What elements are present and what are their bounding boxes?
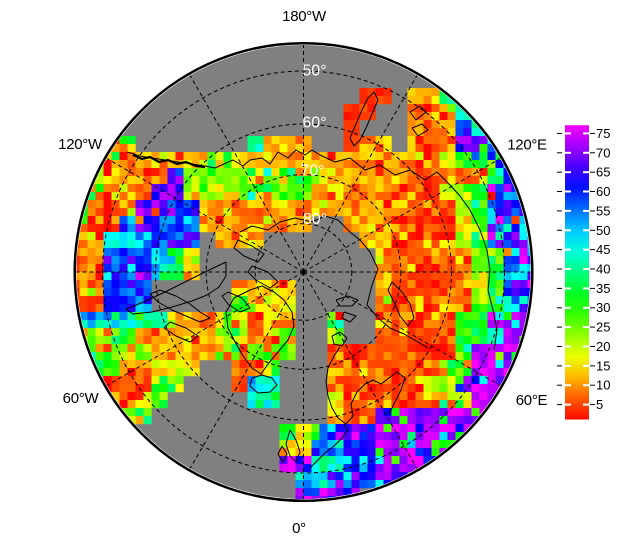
svg-text:120°E: 120°E: [507, 137, 547, 154]
svg-text:60°: 60°: [302, 115, 326, 132]
svg-text:20: 20: [596, 339, 610, 354]
svg-text:50°: 50°: [302, 63, 326, 80]
svg-text:55: 55: [596, 203, 610, 218]
svg-text:25: 25: [596, 320, 610, 335]
svg-text:75: 75: [596, 126, 610, 141]
svg-text:45: 45: [596, 242, 610, 257]
svg-text:80°: 80°: [303, 211, 327, 228]
svg-text:60°W: 60°W: [63, 390, 100, 407]
svg-text:70: 70: [596, 145, 610, 160]
svg-text:50: 50: [596, 223, 610, 238]
svg-text:40: 40: [596, 262, 610, 277]
svg-text:15: 15: [596, 358, 610, 373]
svg-text:180°W: 180°W: [282, 8, 327, 25]
svg-text:5: 5: [596, 397, 603, 412]
svg-text:35: 35: [596, 281, 610, 296]
svg-text:70°: 70°: [300, 163, 324, 180]
svg-text:120°W: 120°W: [58, 136, 103, 153]
svg-text:65: 65: [596, 165, 610, 180]
svg-text:30: 30: [596, 300, 610, 315]
svg-text:60°E: 60°E: [516, 392, 548, 409]
svg-text:60: 60: [596, 184, 610, 199]
svg-text:10: 10: [596, 378, 610, 393]
svg-text:0°: 0°: [292, 520, 306, 537]
